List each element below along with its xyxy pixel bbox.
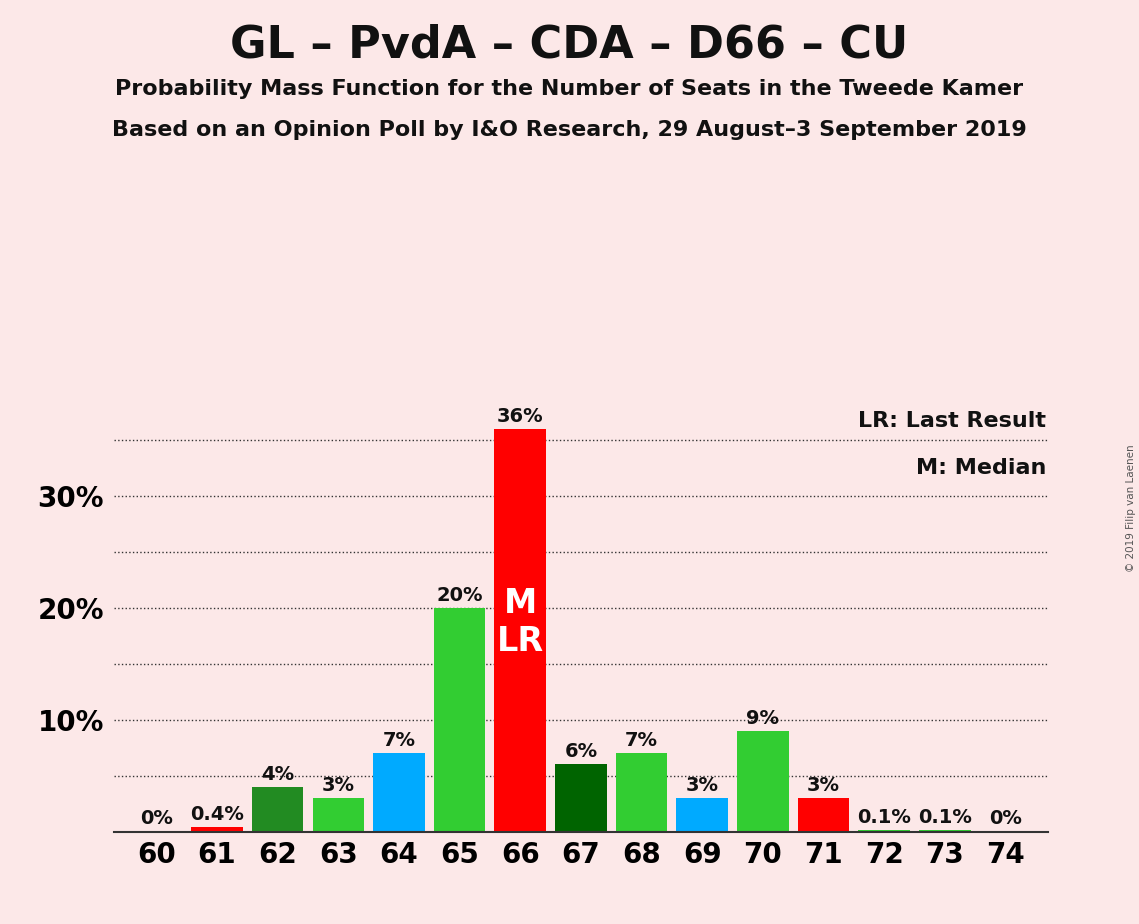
Text: GL – PvdA – CDA – D66 – CU: GL – PvdA – CDA – D66 – CU [230, 23, 909, 67]
Bar [191, 827, 243, 832]
Bar [374, 753, 425, 832]
Bar [677, 798, 728, 832]
Text: 3%: 3% [322, 775, 354, 795]
Text: Based on an Opinion Poll by I&O Research, 29 August–3 September 2019: Based on an Opinion Poll by I&O Research… [112, 120, 1027, 140]
Text: 0%: 0% [140, 809, 173, 828]
Bar [616, 753, 667, 832]
Text: 6%: 6% [564, 742, 598, 761]
Text: LR: Last Result: LR: Last Result [858, 411, 1046, 431]
Text: 7%: 7% [625, 731, 658, 750]
Text: 3%: 3% [686, 775, 719, 795]
Text: 7%: 7% [383, 731, 416, 750]
Text: 3%: 3% [808, 775, 839, 795]
Text: 9%: 9% [746, 709, 779, 727]
Bar [919, 831, 970, 832]
Text: 0.1%: 0.1% [918, 808, 972, 827]
Bar [737, 731, 788, 832]
Text: Probability Mass Function for the Number of Seats in the Tweede Kamer: Probability Mass Function for the Number… [115, 79, 1024, 99]
Bar [312, 798, 364, 832]
Text: 0.4%: 0.4% [190, 805, 244, 824]
Bar [797, 798, 850, 832]
Text: 0.1%: 0.1% [858, 808, 911, 827]
Bar [434, 608, 485, 832]
Bar [252, 787, 303, 832]
Text: 0%: 0% [989, 809, 1022, 828]
Text: 20%: 20% [436, 586, 483, 604]
Bar [555, 764, 607, 832]
Text: M: Median: M: Median [916, 457, 1046, 478]
Bar [859, 831, 910, 832]
Text: © 2019 Filip van Laenen: © 2019 Filip van Laenen [1126, 444, 1136, 572]
Text: M
LR: M LR [497, 587, 543, 658]
Bar [494, 429, 546, 832]
Text: 36%: 36% [497, 407, 543, 426]
Text: 4%: 4% [261, 764, 294, 784]
